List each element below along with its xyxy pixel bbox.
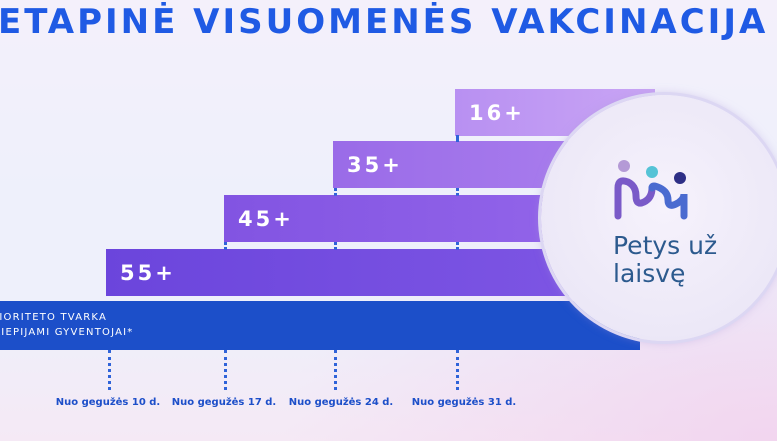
people-wave-logo-icon [614,160,688,220]
priority-line-1: PRIORITETO TVARKA [0,312,108,323]
date-label-4: Nuo gegužės 31 d. [411,397,517,408]
date-connector-2 [224,350,227,390]
date-connector-4-upper-c [456,242,459,250]
date-connector-4 [456,350,459,390]
logo-text: Petys už laisvę [613,232,717,288]
date-connector-3-upper-b [334,242,337,250]
page-title: ETAPINĖ VISUOMENĖS VAKCINACIJA [0,2,769,42]
age-bar-55: 55+ [106,249,606,296]
priority-line-2: SKIEPIJAMI GYVENTOJAI* [0,327,134,338]
date-connector-3-upper-a [334,188,337,196]
priority-bar: PRIORITETO TVARKA SKIEPIJAMI GYVENTOJAI* [0,301,640,350]
logo-text-line-1: Petys už [613,231,718,260]
date-label-3: Nuo gegužės 24 d. [288,397,394,408]
date-label-2: Nuo gegužės 17 d. [171,397,277,408]
date-connector-1 [108,350,111,390]
age-bar-label: 35+ [347,152,403,177]
age-bar-label: 16+ [469,100,525,125]
age-bar-label: 45+ [238,206,294,231]
logo-circle [541,95,777,341]
age-bar-label: 55+ [120,260,176,285]
date-connector-3 [334,350,337,390]
date-connector-4-upper-a [456,135,459,142]
date-connector-4-upper-b [456,188,459,196]
date-label-1: Nuo gegužės 10 d. [55,397,161,408]
logo-text-line-2: laisvę [613,259,686,288]
date-connector-2-upper [224,242,227,250]
